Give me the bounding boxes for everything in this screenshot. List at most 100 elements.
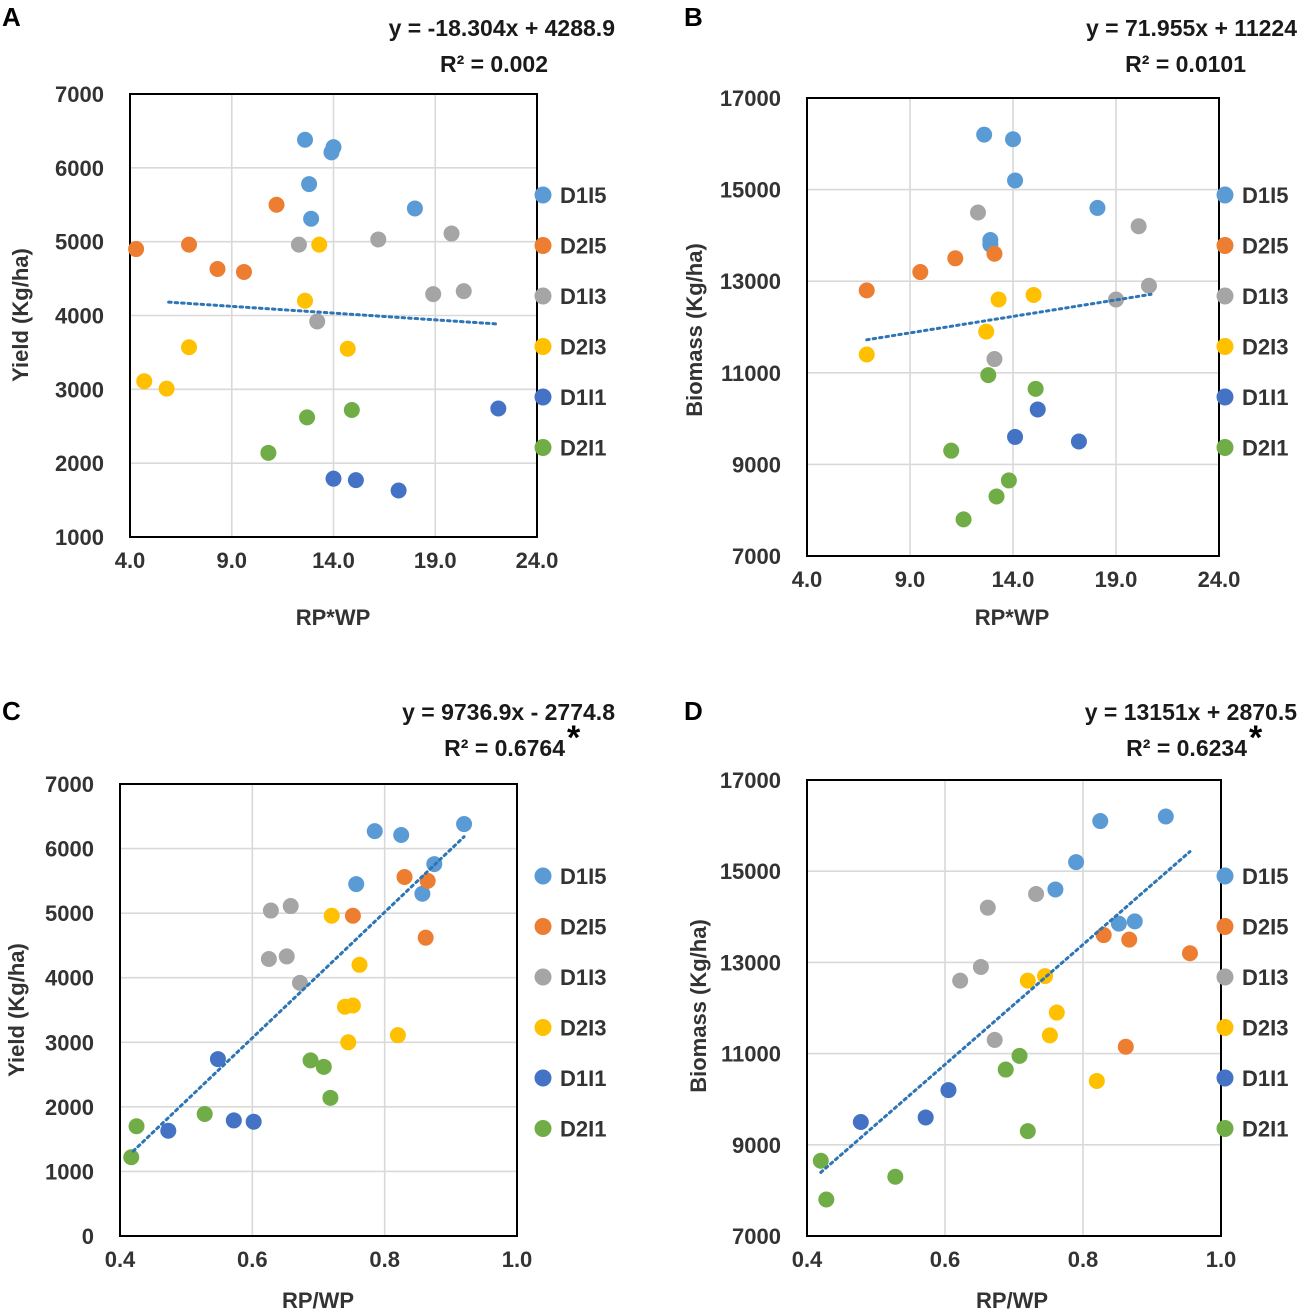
data-point-d2i1 xyxy=(1028,381,1044,397)
legend-entry-d1i3: D1I3 xyxy=(1217,965,1289,990)
data-point-d1i5 xyxy=(1158,808,1174,824)
y-tick-label: 5000 xyxy=(45,901,94,926)
data-point-d1i5 xyxy=(393,827,409,843)
legend-marker xyxy=(535,439,552,456)
data-point-d1i1 xyxy=(1007,429,1023,445)
y-tick-label: 3000 xyxy=(55,377,104,402)
data-point-d1i5 xyxy=(1127,913,1143,929)
data-point-d1i3 xyxy=(980,900,996,916)
x-tick-label: 19.0 xyxy=(1095,567,1138,592)
legend-label: D1I1 xyxy=(1242,1066,1288,1091)
data-point-d1i1 xyxy=(918,1109,934,1125)
legend-entry-d1i5: D1I5 xyxy=(1217,183,1289,208)
data-point-d1i5 xyxy=(1092,813,1108,829)
legend-entry-d1i3: D1I3 xyxy=(535,284,607,309)
y-axis-title: Yield (Kg/ha) xyxy=(8,248,33,382)
data-point-d1i1 xyxy=(853,1114,869,1130)
x-tick-label: 0.6 xyxy=(237,1247,268,1272)
legend-label: D2I5 xyxy=(560,234,606,259)
data-point-d1i5 xyxy=(323,144,339,160)
x-tick-label: 0.6 xyxy=(930,1247,961,1272)
data-point-d1i1 xyxy=(940,1082,956,1098)
trendline-equation: y = 9736.9x - 2774.8 xyxy=(402,699,615,725)
data-point-d2i3 xyxy=(181,339,197,355)
figure-root: 4.0 9.0 14.0 19.0 24.01000200030004000500060… xyxy=(0,0,1299,1314)
legend-entry-d2i5: D2I5 xyxy=(535,234,607,259)
x-tick-label: 19.0 xyxy=(414,548,457,573)
legend-marker xyxy=(535,1120,552,1137)
legend-label: D1I3 xyxy=(1242,965,1288,990)
data-point-d1i3 xyxy=(1028,886,1044,902)
legend-label: D2I1 xyxy=(1242,436,1288,461)
data-point-d1i1 xyxy=(226,1112,242,1128)
legend-marker xyxy=(535,288,552,305)
x-axis-title: RP*WP xyxy=(975,605,1050,630)
y-tick-label: 2000 xyxy=(55,451,104,476)
legend-entry-d2i3: D2I3 xyxy=(1217,1016,1289,1041)
data-point-d2i3 xyxy=(1049,1005,1065,1021)
data-point-d2i5 xyxy=(947,250,963,266)
y-tick-label: 4000 xyxy=(45,966,94,991)
data-point-d1i1 xyxy=(391,482,407,498)
x-tick-label: 9.0 xyxy=(216,548,247,573)
y-tick-label: 11000 xyxy=(721,1042,781,1067)
data-point-d2i1 xyxy=(998,1062,1014,1078)
legend-marker xyxy=(535,868,552,885)
data-point-d2i3 xyxy=(324,908,340,924)
x-tick-label: 14.0 xyxy=(312,548,355,573)
plot-frame xyxy=(807,780,1221,1236)
legend-entry-d2i3: D2I3 xyxy=(535,1016,607,1041)
data-point-d2i5 xyxy=(128,241,144,257)
data-point-d1i5 xyxy=(367,823,383,839)
legend-entry-d2i3: D2I3 xyxy=(535,335,607,360)
data-point-d2i3 xyxy=(978,324,994,340)
data-point-d1i3 xyxy=(444,226,460,242)
legend-label: D2I3 xyxy=(1242,335,1288,360)
data-point-d1i5 xyxy=(303,211,319,227)
y-tick-label: 6000 xyxy=(45,837,94,862)
x-tick-label: 24.0 xyxy=(1198,567,1241,592)
data-point-d1i5 xyxy=(1007,172,1023,188)
legend-entry-d2i5: D2I5 xyxy=(1217,234,1289,259)
data-point-d1i1 xyxy=(246,1114,262,1130)
legend-marker xyxy=(535,969,552,986)
x-tick-label: 0.8 xyxy=(1068,1247,1099,1272)
r-squared-label: R² = 0.6764 xyxy=(444,735,565,761)
data-point-d1i5 xyxy=(301,176,317,192)
data-point-d1i1 xyxy=(1071,434,1087,450)
data-point-d1i3 xyxy=(1131,218,1147,234)
y-tick-label: 15000 xyxy=(720,178,781,203)
data-point-d2i1 xyxy=(943,443,959,459)
plot-frame xyxy=(120,784,517,1236)
data-point-d2i3 xyxy=(390,1027,406,1043)
legend-label: D1I5 xyxy=(1242,864,1288,889)
legend-marker xyxy=(535,1019,552,1036)
data-point-d1i5 xyxy=(407,200,423,216)
data-point-d1i3 xyxy=(973,959,989,975)
legend-label: D2I1 xyxy=(1242,1117,1288,1142)
legend-marker xyxy=(1217,1019,1234,1036)
x-tick-label: 9.0 xyxy=(895,567,926,592)
x-tick-label: 1.0 xyxy=(502,1247,533,1272)
x-tick-label: 14.0 xyxy=(992,567,1035,592)
panel-b: 4.0 9.0 14.0 19.0 24.07000900011000130001500… xyxy=(682,2,1297,630)
data-point-d2i1 xyxy=(980,367,996,383)
x-axis-title: RP/WP xyxy=(976,1288,1048,1313)
legend-marker xyxy=(1217,389,1234,406)
panel-label: C xyxy=(2,696,21,726)
legend-label: D1I3 xyxy=(1242,284,1288,309)
data-point-d2i5 xyxy=(859,282,875,298)
data-point-d1i5 xyxy=(297,132,313,148)
y-tick-label: 0 xyxy=(82,1224,94,1249)
data-point-d2i1 xyxy=(887,1169,903,1185)
legend-marker xyxy=(535,237,552,254)
y-tick-label: 15000 xyxy=(720,859,781,884)
legend-marker xyxy=(535,1070,552,1087)
linear-trendline xyxy=(133,837,464,1151)
data-point-d2i3 xyxy=(352,957,368,973)
legend-label: D1I1 xyxy=(1242,385,1288,410)
linear-trendline xyxy=(821,852,1190,1173)
legend-marker xyxy=(535,338,552,355)
legend-entry-d1i5: D1I5 xyxy=(1217,864,1289,889)
data-point-d2i1 xyxy=(299,409,315,425)
